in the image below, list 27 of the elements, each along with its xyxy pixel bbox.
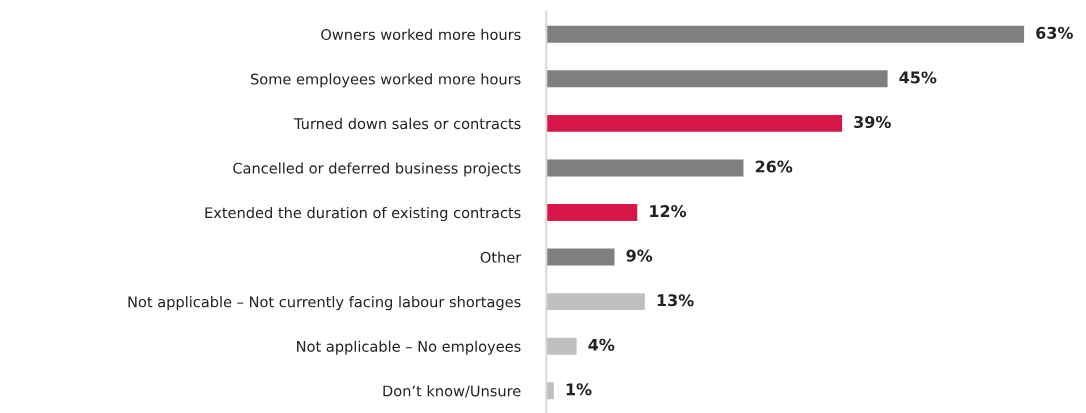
data-label: 13% [657, 294, 694, 307]
y-tick-label: Owners worked more hours [321, 28, 521, 41]
bar [546, 204, 638, 221]
y-tick-label: Turned down sales or contracts [293, 117, 521, 130]
y-tick-label: Extended the duration of existing contracts [205, 206, 521, 222]
data-label: 9% [626, 249, 653, 262]
y-tick-label: Not applicable – Not currently facing labour shortages [128, 296, 521, 311]
data-label: 12% [650, 205, 687, 218]
y-tick-label: Some employees worked more hours [250, 73, 521, 88]
bar [546, 159, 744, 177]
bar [546, 337, 577, 355]
y-tick-label: Cancelled or deferred business projects [233, 162, 521, 177]
data-label: 45% [899, 71, 937, 84]
y-tick-label: Other [480, 251, 522, 263]
bar [546, 25, 1025, 43]
data-label: 1% [566, 383, 592, 396]
bar [546, 70, 888, 88]
data-label: 39% [854, 115, 891, 129]
bar [546, 114, 843, 132]
data-label: 26% [755, 160, 793, 173]
bar [546, 382, 554, 400]
bar [546, 248, 615, 266]
y-tick-label: Don’t know/Unsure [383, 385, 521, 398]
data-label: 63% [1036, 26, 1073, 39]
bar [546, 293, 645, 311]
data-label: 4% [588, 338, 615, 351]
y-tick-label: Not applicable – No employees [297, 340, 521, 355]
